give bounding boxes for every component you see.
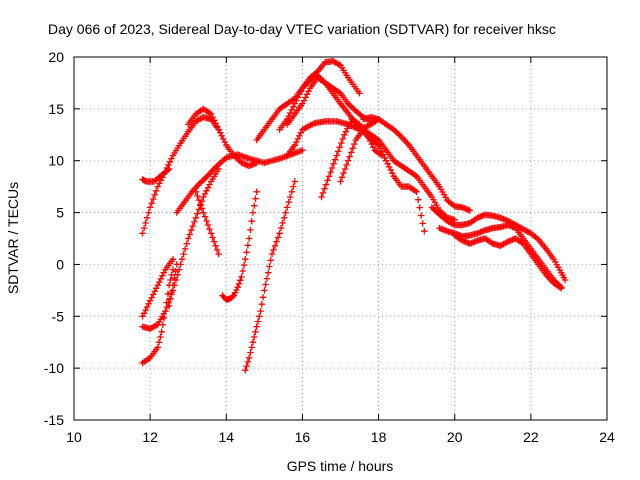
- grid: [74, 57, 607, 420]
- plus-markers-track-11: [242, 178, 298, 374]
- x-tick-label: 14: [218, 429, 234, 445]
- x-tick-label: 12: [142, 429, 158, 445]
- plus-markers-track-16: [318, 116, 386, 201]
- series-track-17: [337, 126, 367, 185]
- y-tick-label: 0: [56, 256, 64, 272]
- x-tick-label: 18: [371, 429, 387, 445]
- series-track-11: [242, 178, 298, 374]
- plus-markers-track-2: [139, 114, 222, 237]
- plus-markers-track-5: [192, 188, 222, 258]
- series-track-16: [318, 116, 386, 201]
- series-track-6: [139, 256, 177, 320]
- series-track-20: [375, 142, 428, 235]
- plus-markers-track-23: [451, 232, 565, 292]
- plus-markers-track-17: [337, 126, 367, 185]
- x-tick-label: 20: [447, 429, 463, 445]
- plus-markers-track-9: [166, 261, 180, 310]
- x-tick-label: 24: [599, 429, 615, 445]
- axis-ticks: 10 12 14 16 18 20 22 24 20 15 10 5 0 -5 -10 -15: [44, 49, 615, 445]
- series-track-10: [219, 188, 260, 303]
- x-tick-label: 22: [523, 429, 539, 445]
- series-track-19: [360, 126, 458, 223]
- series-track-2: [139, 114, 222, 237]
- plus-markers-track-10: [219, 188, 260, 303]
- plus-markers-track-6: [139, 256, 177, 320]
- plus-markers-track-8: [139, 266, 177, 367]
- series-track-5: [192, 188, 222, 258]
- plus-markers-track-7: [139, 165, 222, 332]
- plus-markers-track-20: [375, 142, 428, 235]
- y-tick-label: -5: [52, 308, 65, 324]
- y-tick-label: -15: [44, 412, 64, 428]
- plus-markers-track-4: [173, 147, 306, 216]
- plus-markers-track-15: [284, 116, 382, 159]
- x-axis-label: GPS time / hours: [287, 458, 394, 474]
- y-tick-label: 5: [56, 205, 64, 221]
- x-tick-label: 16: [295, 429, 311, 445]
- series-track-9: [166, 261, 180, 310]
- y-tick-label: -10: [44, 360, 64, 376]
- plot-frame: [73, 56, 608, 421]
- plus-markers-track-21: [428, 204, 569, 284]
- series-track-21: [428, 204, 569, 284]
- y-axis-label: SDTVAR / TECUs: [5, 182, 21, 294]
- y-tick-label: 10: [48, 153, 64, 169]
- series-track-8: [139, 266, 177, 367]
- series-track-22: [436, 221, 565, 291]
- series-track-18: [360, 114, 474, 214]
- plus-markers-track-22: [436, 221, 565, 291]
- chart-title: Day 066 of 2023, Sidereal Day-to-day VTE…: [48, 21, 556, 37]
- data-layer: [139, 57, 569, 374]
- series-track-4: [173, 147, 306, 216]
- y-tick-label: 20: [48, 49, 64, 65]
- x-tick-label: 10: [66, 429, 82, 445]
- series-track-7: [139, 165, 222, 332]
- plus-markers-track-18: [360, 114, 474, 214]
- series-track-23: [451, 232, 565, 292]
- plus-markers-track-19: [360, 126, 458, 223]
- series-track-15: [284, 116, 382, 159]
- y-tick-label: 15: [48, 101, 64, 117]
